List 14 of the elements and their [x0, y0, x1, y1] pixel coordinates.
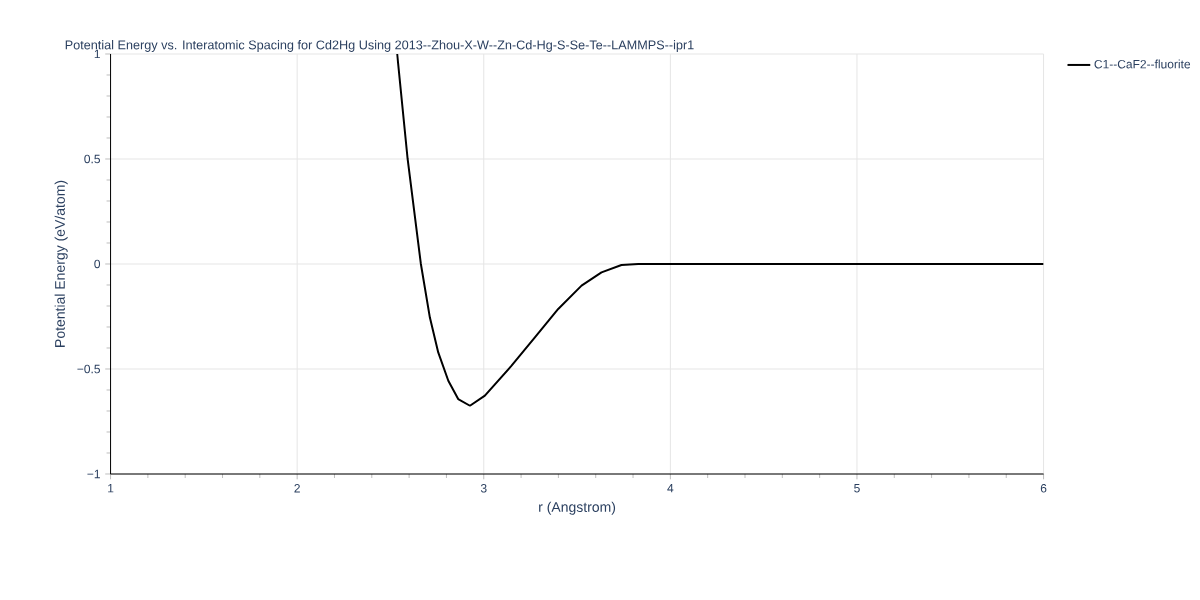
y-tick-label: 1: [94, 49, 100, 59]
y-tick-label: −0.5: [77, 364, 101, 374]
y-axis-title: Potential Energy (eV/atom): [54, 180, 68, 347]
x-tick-label: 1: [108, 484, 114, 493]
x-tick-label: 5: [854, 484, 860, 493]
y-tick-label: 0: [94, 259, 101, 269]
y-tick-label: 0.5: [84, 154, 101, 164]
x-tick-label: 3: [480, 484, 487, 493]
x-tick-label: 4: [667, 484, 674, 493]
x-tick-label: 6: [1040, 484, 1047, 493]
legend-label: C1--CaF2--fluorite: [1094, 59, 1191, 69]
x-axis-title: r (Angstrom): [539, 501, 616, 515]
x-tick-label: 2: [294, 484, 300, 493]
y-tick-label: −1: [87, 469, 100, 479]
